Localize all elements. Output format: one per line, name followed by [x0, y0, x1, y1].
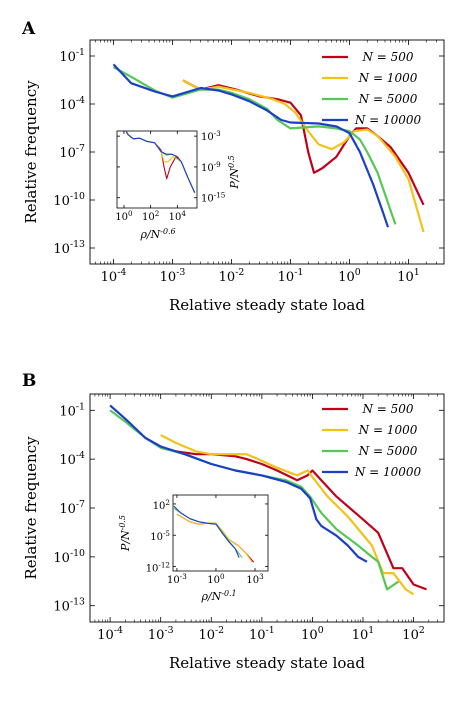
panel-a-x-tick-label: 10-4 [101, 267, 127, 285]
panel-b-x-tick-label: 101 [352, 625, 375, 643]
panel-b-y-tick-label: 10-7 [59, 499, 85, 517]
panel-a-y-tick-label: 10-1 [59, 47, 85, 65]
panel-b-series-line-3 [109, 404, 368, 563]
panel-a-inset-frame [116, 130, 198, 209]
panel-b-x-axis-label: Relative steady state load [169, 654, 365, 672]
panel-b-inset-x-tick-label: 10-3 [167, 572, 187, 586]
panel-a-y-axis-label: Relative frequency [22, 80, 40, 224]
panel-a-x-axis-label: Relative steady state load [169, 296, 365, 314]
panel-b-x-tick-label: 10-2 [198, 625, 224, 643]
panel-b-y-axis-label: Relative frequency [22, 436, 40, 580]
panel-a-y-tick-label: 10-13 [53, 239, 85, 257]
panel-a-inset: 100 102 104 10-3 10-9 10-15 ρ/N-0.6 P/N0.5 [115, 129, 241, 241]
panel-a-legend-label-1: N = 1000 [358, 71, 418, 85]
panel-a-inset-y-tick-label: 10-9 [201, 160, 221, 174]
panel-a-inset-series-line-3 [125, 131, 196, 193]
panel-a-y-tick-label: 10-7 [59, 143, 85, 161]
panel-b-inset-y-tick-label: 102 [153, 498, 170, 512]
panel-a-inset-x-label: ρ/N-0.6 [139, 227, 175, 241]
panel-b-x-tick-label: 100 [301, 625, 324, 643]
panel-a-inset-y-tick-label: 10-3 [201, 129, 221, 143]
panel-b-y-tick-label: 10-10 [53, 548, 85, 566]
panel-b-inset-frame [172, 494, 269, 572]
panel-a-inset-y-label: P/N0.5 [227, 155, 241, 189]
panel-b: B 10-4 10-3 10-2 10-1 100 101 102 10-1 10-4 10-7 10… [22, 371, 445, 672]
panel-b-inset: 10-3 100 103 102 10-5 10-12 ρ/N-0.1 P/N-0.5 [118, 494, 269, 603]
panel-a-inset-x-tick-label: 102 [142, 209, 159, 223]
panel-b-inset-x-label: ρ/N-0.1 [200, 589, 236, 603]
panel-a-x-tick-label: 100 [338, 267, 361, 285]
panel-a-x-tick-label: 10-1 [278, 267, 304, 285]
panel-a-legend-label-3: N = 10000 [354, 113, 422, 127]
panel-b-x-tick-label: 10-3 [148, 625, 174, 643]
panel-a-x-tick-label: 10-3 [160, 267, 186, 285]
panel-b-x-tick-label: 10-1 [249, 625, 275, 643]
panel-b-y-tick-label: 10-13 [53, 597, 85, 615]
panel-b-inset-y-tick-label: 10-12 [146, 561, 170, 575]
panel-a-series-line-1 [182, 79, 425, 233]
panel-b-inset-x-tick-label: 100 [207, 572, 225, 586]
panel-a-legend-label-2: N = 5000 [358, 92, 418, 106]
panel-b-series-line-1 [160, 434, 415, 596]
panel-a-series-line-3 [112, 63, 390, 228]
panel-a-label: A [21, 19, 36, 39]
panel-a-y-tick-label: 10-10 [53, 191, 85, 209]
panel-a-legend: N = 500 N = 1000 N = 5000 N = 10000 [322, 50, 422, 127]
panel-b-y-tick-label: 10-4 [59, 450, 85, 468]
panel-b-x-tick-label: 102 [402, 625, 425, 643]
panel-b-legend-label-2: N = 5000 [358, 444, 418, 458]
panel-a-inset-x-tick-label: 100 [115, 209, 133, 223]
panel-b-inset-series-line-3 [173, 505, 240, 558]
panel-b-y-tick-label: 10-1 [59, 401, 85, 419]
panel-b-legend: N = 500 N = 1000 N = 5000 N = 10000 [322, 402, 422, 479]
panel-b-label: B [22, 371, 36, 391]
panel-b-legend-label-1: N = 1000 [358, 423, 418, 437]
panel-a: A 10-4 10-3 10-2 10-1 100 101 10-1 10-4 10-7 10-10… [21, 19, 445, 314]
panel-a-inset-y-tick-label: 10-15 [201, 191, 226, 205]
panel-b-inset-x-tick-label: 103 [246, 572, 264, 586]
panel-b-inset-y-label: P/N-0.5 [118, 515, 132, 552]
panel-a-x-tick-label: 10-2 [219, 267, 245, 285]
panel-b-legend-label-3: N = 10000 [354, 465, 422, 479]
panel-b-inset-y-tick-label: 10-5 [150, 529, 170, 543]
panel-b-legend-label-0: N = 500 [361, 402, 413, 416]
panel-a-x-tick-label: 101 [397, 267, 420, 285]
panel-a-y-tick-label: 10-4 [59, 95, 85, 113]
panel-b-inset-series-line-1 [176, 513, 253, 563]
panel-a-inset-x-tick-label: 104 [169, 209, 187, 223]
panel-b-x-tick-label: 10-4 [97, 625, 123, 643]
panel-a-legend-label-0: N = 500 [361, 50, 413, 64]
